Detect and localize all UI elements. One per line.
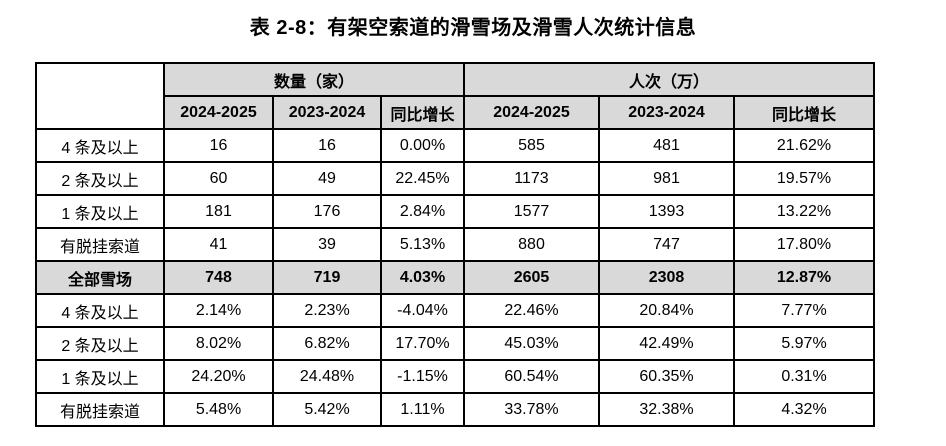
cell: 5.48% [163, 392, 274, 427]
cell: 5.42% [272, 392, 382, 427]
cell: 2605 [463, 260, 600, 295]
cell: 16 [272, 128, 382, 163]
subheader-visits-2023-2024: 2023-2024 [598, 95, 735, 130]
header-sub-row: 2024-2025 2023-2024 同比增长 2024-2025 2023-… [36, 95, 875, 130]
cell: 747 [598, 227, 735, 262]
row-label: 有脱挂索道 [35, 392, 165, 427]
row-label: 1 条及以上 [35, 359, 165, 394]
cell: 39 [272, 227, 382, 262]
cell: 32.38% [598, 392, 735, 427]
cell: 33.78% [463, 392, 600, 427]
cell: 22.45% [380, 161, 465, 196]
table-row: 2 条及以上 60 49 22.45% 1173 981 19.57% [35, 161, 875, 196]
subheader-qty-2024-2025: 2024-2025 [163, 95, 274, 130]
cell: 1577 [463, 194, 600, 229]
corner-cell [35, 62, 165, 130]
cell: 60.54% [463, 359, 600, 394]
cell: 4.03% [380, 260, 465, 295]
cell: 1173 [463, 161, 600, 196]
table-row: 有脱挂索道 41 39 5.13% 880 747 17.80% [35, 227, 875, 262]
subheader-visits-2024-2025: 2024-2025 [463, 95, 600, 130]
cell: 8.02% [163, 326, 274, 361]
row-label: 1 条及以上 [35, 194, 165, 229]
cell: 748 [163, 260, 274, 295]
row-label: 4 条及以上 [35, 293, 165, 328]
row-label: 2 条及以上 [35, 326, 165, 361]
cell: 6.82% [272, 326, 382, 361]
cell: 49 [272, 161, 382, 196]
cell: 17.80% [733, 227, 875, 262]
group-header-quantity: 数量（家） [163, 62, 465, 97]
cell: 24.48% [272, 359, 382, 394]
cell: 176 [272, 194, 382, 229]
cell: 0.00% [380, 128, 465, 163]
cell: 21.62% [733, 128, 875, 163]
table-row: 2 条及以上 8.02% 6.82% 17.70% 45.03% 42.49% … [35, 326, 875, 361]
cell: 5.13% [380, 227, 465, 262]
cell: 4.32% [733, 392, 875, 427]
cell: 60 [163, 161, 274, 196]
cell: 20.84% [598, 293, 735, 328]
table-row: 1 条及以上 24.20% 24.48% -1.15% 60.54% 60.35… [35, 359, 875, 394]
header-group-row: 数量（家） 人次（万） [35, 62, 875, 130]
cell: 719 [272, 260, 382, 295]
cell: 16 [163, 128, 274, 163]
row-label: 全部雪场 [35, 260, 165, 295]
cell: -1.15% [380, 359, 465, 394]
row-label: 有脱挂索道 [35, 227, 165, 262]
statistics-table: 数量（家） 人次（万） 2024-2025 2023-2024 同比增长 202… [35, 62, 875, 427]
cell: 13.22% [733, 194, 875, 229]
group-header-visits: 人次（万） [463, 62, 875, 97]
cell: 45.03% [463, 326, 600, 361]
cell: 60.35% [598, 359, 735, 394]
cell: 880 [463, 227, 600, 262]
cell: 2.23% [272, 293, 382, 328]
cell: 19.57% [733, 161, 875, 196]
cell: 585 [463, 128, 600, 163]
cell: 12.87% [733, 260, 875, 295]
cell: 7.77% [733, 293, 875, 328]
cell: 1.11% [380, 392, 465, 427]
table-title: 表 2-8：有架空索道的滑雪场及滑雪人次统计信息 [249, 17, 697, 39]
table-row: 有脱挂索道 5.48% 5.42% 1.11% 33.78% 32.38% 4.… [35, 392, 875, 427]
table-row: 1 条及以上 181 176 2.84% 1577 1393 13.22% [35, 194, 875, 229]
table-row: 4 条及以上 16 16 0.00% 585 481 21.62% [35, 128, 875, 163]
cell: 181 [163, 194, 274, 229]
table-row-total: 全部雪场 748 719 4.03% 2605 2308 12.87% [35, 260, 875, 295]
cell: 5.97% [733, 326, 875, 361]
cell: 41 [163, 227, 274, 262]
subheader-qty-2023-2024: 2023-2024 [272, 95, 382, 130]
cell: 24.20% [163, 359, 274, 394]
cell: -4.04% [380, 293, 465, 328]
cell: 981 [598, 161, 735, 196]
subheader-qty-yoy: 同比增长 [380, 95, 465, 130]
table-row: 4 条及以上 2.14% 2.23% -4.04% 22.46% 20.84% … [35, 293, 875, 328]
row-label: 4 条及以上 [35, 128, 165, 163]
row-label: 2 条及以上 [35, 161, 165, 196]
cell: 22.46% [463, 293, 600, 328]
cell: 2308 [598, 260, 735, 295]
subheader-visits-yoy: 同比增长 [733, 95, 875, 130]
cell: 1393 [598, 194, 735, 229]
cell: 17.70% [380, 326, 465, 361]
cell: 2.84% [380, 194, 465, 229]
cell: 0.31% [733, 359, 875, 394]
cell: 481 [598, 128, 735, 163]
cell: 2.14% [163, 293, 274, 328]
cell: 42.49% [598, 326, 735, 361]
